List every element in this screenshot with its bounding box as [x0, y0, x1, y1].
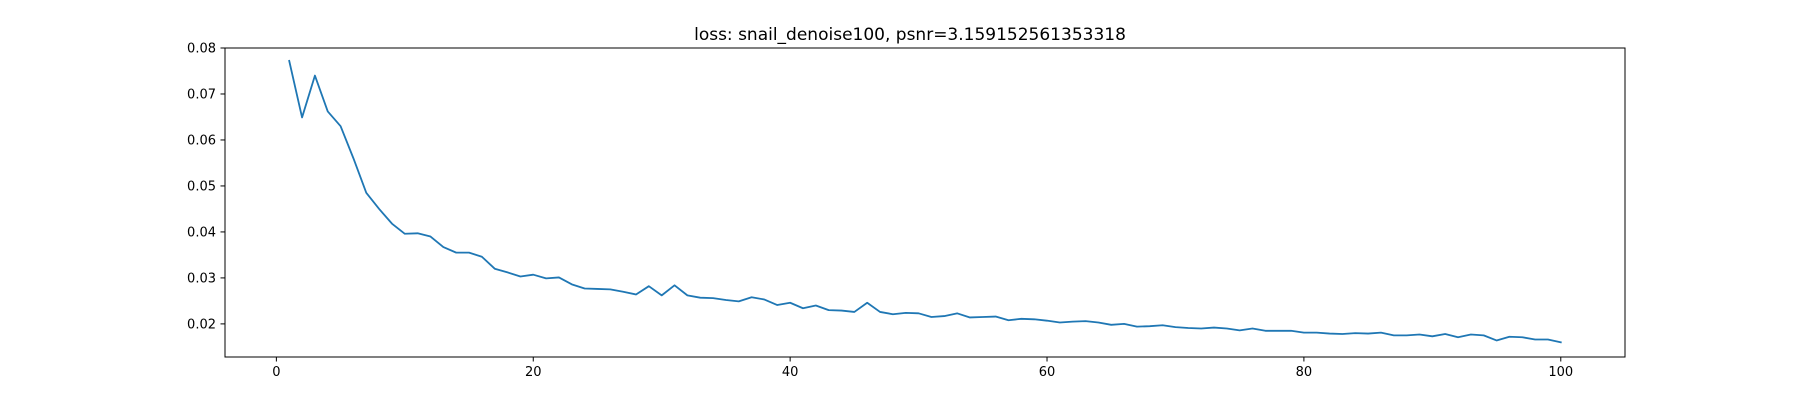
y-tick-label: 0.02: [187, 317, 216, 332]
axes-frame: [224, 47, 1626, 358]
plot-area: [288, 59, 1562, 344]
axes: 0 20 40 60 80 100 0.02 0.03 0.04 0.05 0.06 0.07 0.08: [187, 42, 1626, 380]
series-line: [288, 59, 1562, 344]
y-tick-label: 0.03: [187, 271, 216, 286]
y-tick-label: 0.08: [187, 42, 216, 57]
y-tick-label: 0.04: [187, 225, 216, 240]
x-tick-label: 60: [1039, 365, 1056, 380]
x-tick-label: 0: [272, 365, 280, 380]
chart-title: loss: snail_denoise100, psnr=3.159152561…: [694, 25, 1126, 45]
y-tick-label: 0.05: [187, 179, 216, 194]
y-tick-label: 0.07: [187, 87, 216, 102]
x-tick-label: 100: [1548, 365, 1573, 380]
x-tick-label: 40: [782, 365, 799, 380]
x-tick-label: 20: [525, 365, 542, 380]
x-tick-label: 80: [1296, 365, 1313, 380]
y-tick-label: 0.06: [187, 133, 216, 148]
